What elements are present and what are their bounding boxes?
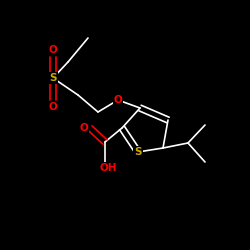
Text: O: O: [48, 45, 58, 55]
Text: O: O: [79, 123, 88, 133]
Text: S: S: [49, 73, 57, 83]
Text: O: O: [48, 102, 58, 112]
Text: O: O: [114, 95, 122, 105]
Text: OH: OH: [99, 163, 117, 173]
Text: S: S: [134, 147, 142, 157]
